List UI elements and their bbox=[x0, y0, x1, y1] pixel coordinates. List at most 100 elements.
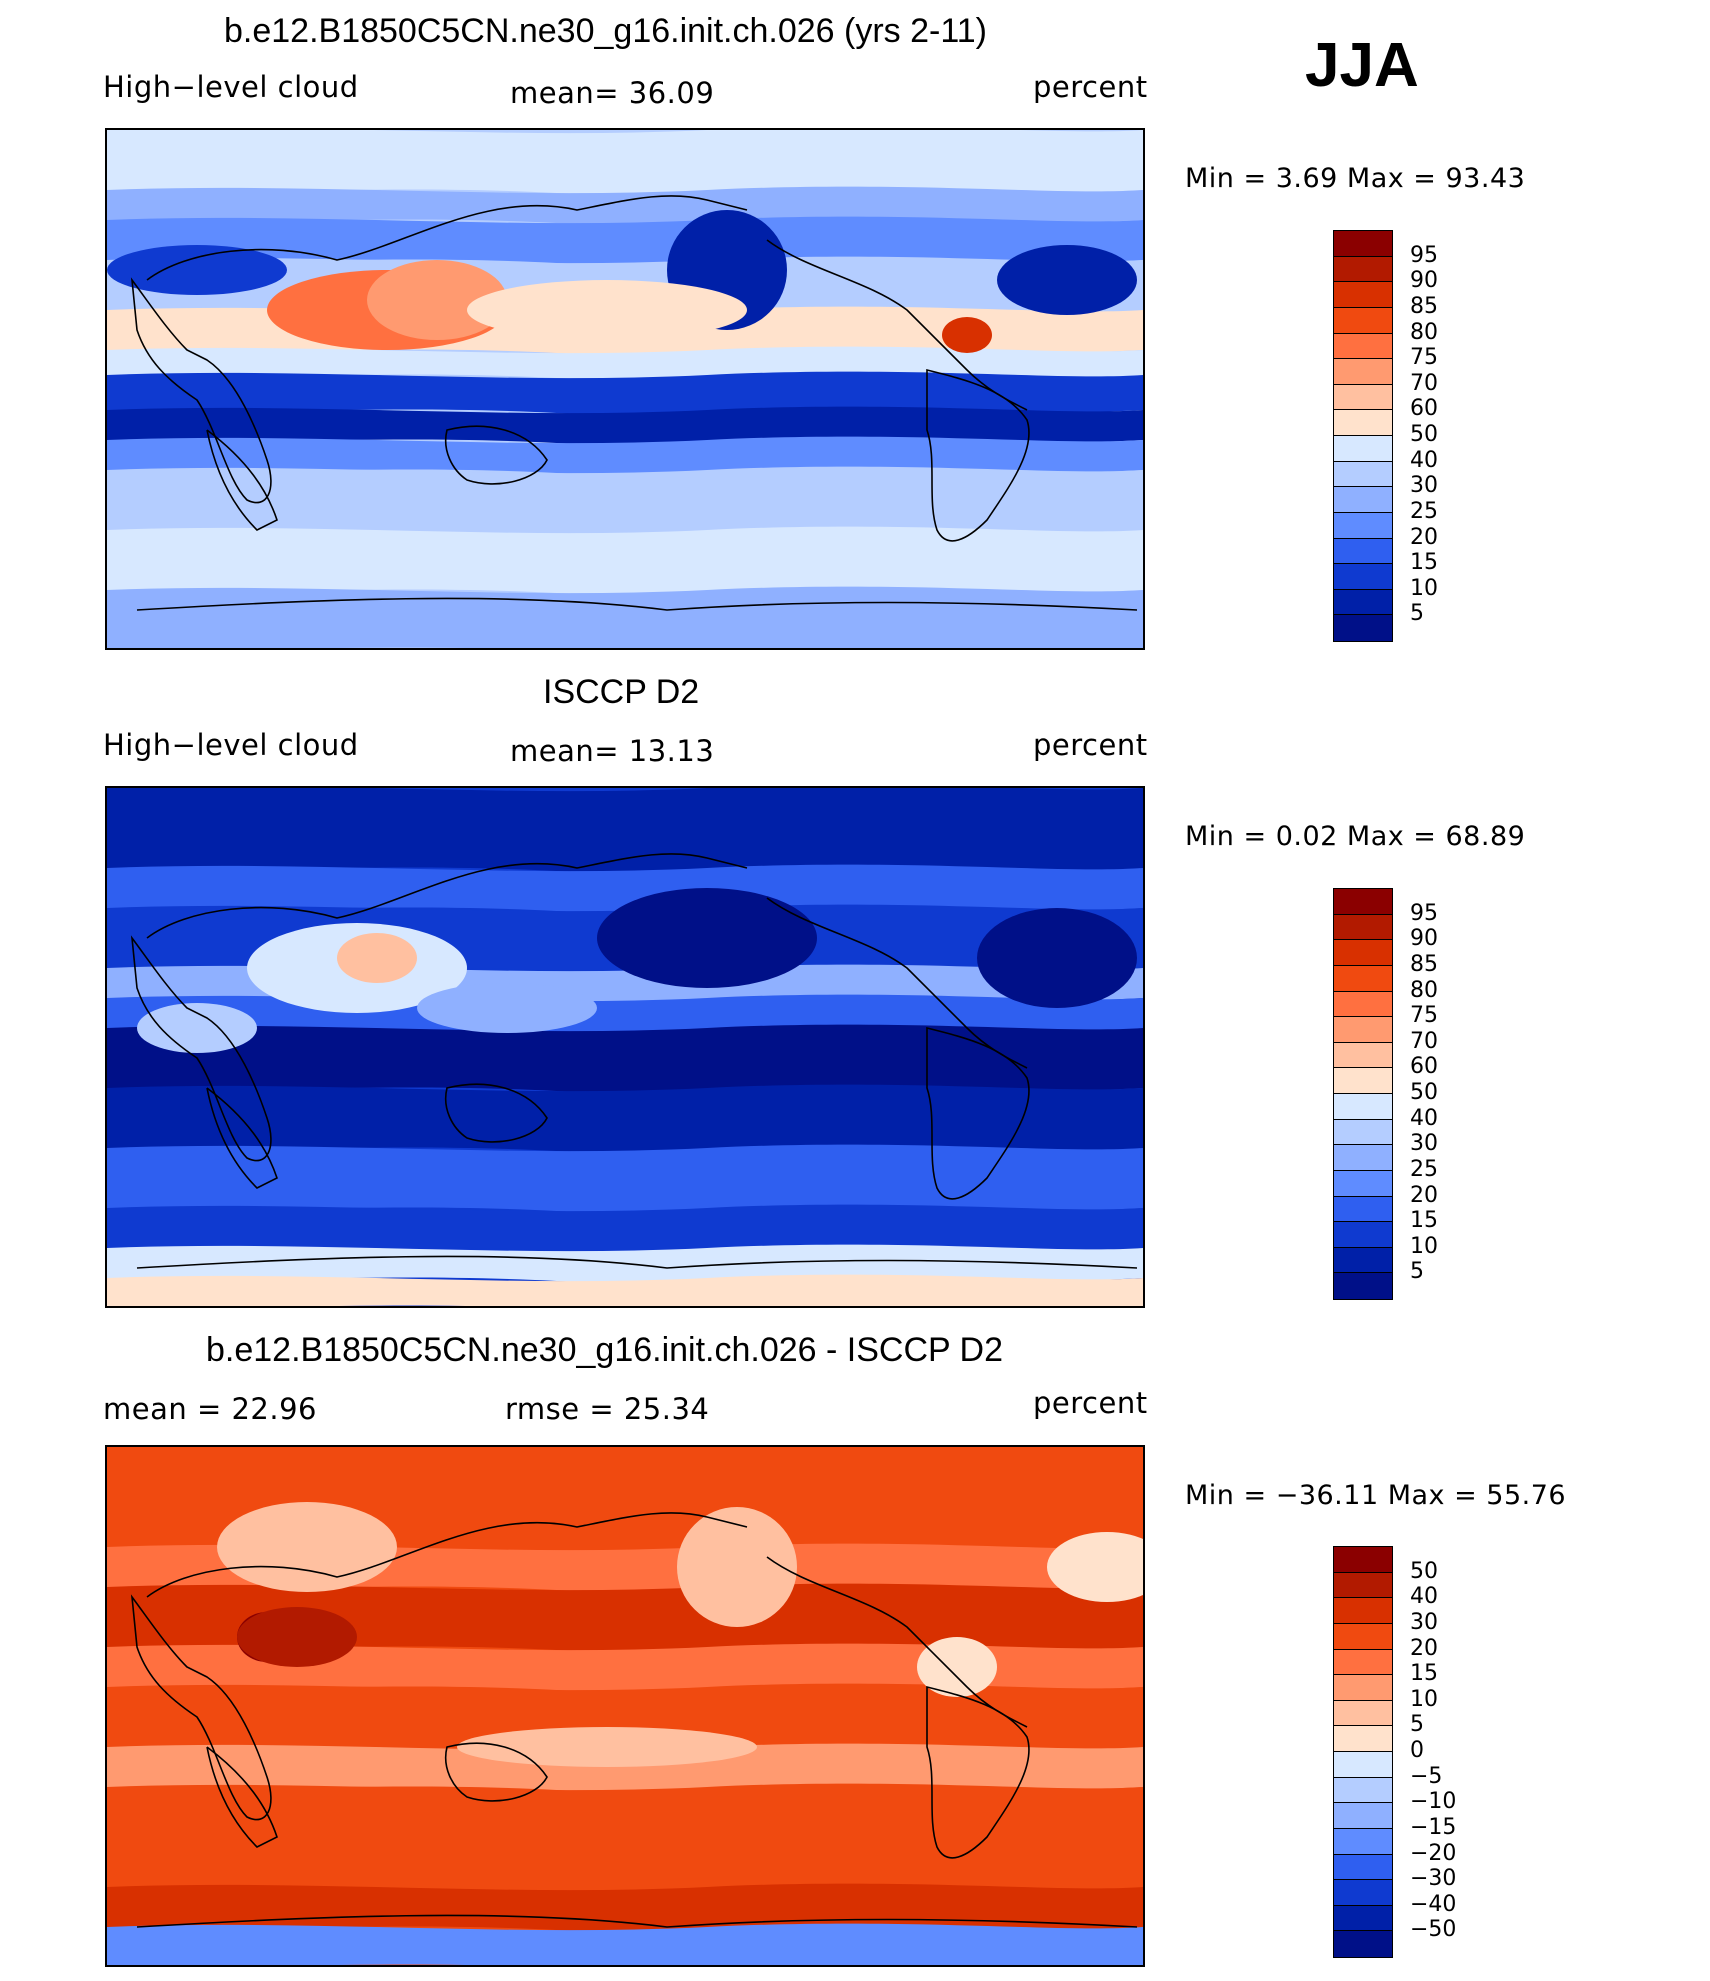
colorbar-swatch bbox=[1334, 1598, 1392, 1624]
field-anomaly bbox=[997, 245, 1137, 315]
field-anomaly bbox=[217, 1502, 397, 1592]
colorbar-swatch bbox=[1334, 991, 1392, 1018]
colorbar-tick-label: 75 bbox=[1410, 345, 1438, 371]
coastline bbox=[130, 935, 272, 1162]
colorbar-swatch bbox=[1334, 1905, 1392, 1932]
field-anomaly bbox=[597, 888, 817, 988]
field-band bbox=[107, 436, 1143, 476]
colorbar-tick-label: 95 bbox=[1410, 242, 1438, 268]
colorbar-swatch bbox=[1334, 1119, 1392, 1146]
colorbar-swatch bbox=[1334, 1068, 1392, 1094]
colorbar-swatch bbox=[1334, 1675, 1392, 1701]
field-band bbox=[107, 1084, 1143, 1154]
units-label: percent bbox=[1033, 70, 1148, 104]
colorbar-swatch bbox=[1334, 1572, 1392, 1599]
colorbar-swatch bbox=[1334, 333, 1392, 360]
colorbar-tick-label: −40 bbox=[1410, 1891, 1457, 1917]
colorbar-tick-label: 25 bbox=[1410, 1156, 1438, 1182]
colorbar-tick-label: 15 bbox=[1410, 1208, 1438, 1234]
colorbar-swatch bbox=[1334, 1726, 1392, 1752]
field-band bbox=[107, 371, 1143, 416]
field-band bbox=[107, 1743, 1143, 1793]
colorbar-swatch bbox=[1334, 1623, 1392, 1650]
coastline bbox=[146, 1512, 748, 1598]
colorbar-tick-label: −20 bbox=[1410, 1840, 1457, 1866]
colorbar-swatch bbox=[1334, 410, 1392, 436]
colorbar-tick-label: 60 bbox=[1410, 396, 1438, 422]
colorbar-tick-label: 15 bbox=[1410, 550, 1438, 576]
colorbar-tick-label: 10 bbox=[1410, 1233, 1438, 1259]
colorbar-swatch bbox=[1334, 436, 1392, 462]
colorbar-tick-label: 80 bbox=[1410, 319, 1438, 345]
field-anomaly bbox=[457, 1727, 757, 1767]
colorbar-swatch bbox=[1334, 359, 1392, 385]
field-anomaly bbox=[942, 317, 992, 353]
mean-label: mean = 22.96 bbox=[103, 1392, 317, 1426]
colorbar-swatch bbox=[1334, 1803, 1392, 1829]
colorbar-tick-label: 20 bbox=[1410, 1635, 1438, 1661]
mean-label: mean= 36.09 bbox=[510, 76, 715, 110]
colorbar-swatch bbox=[1334, 1094, 1392, 1120]
map-obs bbox=[105, 786, 1145, 1308]
colorbar-tick-label: 10 bbox=[1410, 1686, 1438, 1712]
mean-label: mean= 13.13 bbox=[510, 734, 715, 768]
colorbar bbox=[1333, 888, 1393, 1300]
colorbar-tick-label: 30 bbox=[1410, 1609, 1438, 1635]
colorbar-tick-label: 15 bbox=[1410, 1661, 1438, 1687]
field-band bbox=[107, 864, 1143, 914]
field-band bbox=[107, 406, 1143, 446]
coastline bbox=[206, 1746, 278, 1848]
colorbar-tick-label: −50 bbox=[1410, 1917, 1457, 1943]
field-band bbox=[107, 526, 1143, 596]
colorbar-tick-label: 85 bbox=[1410, 293, 1438, 319]
colorbar-swatch bbox=[1334, 461, 1392, 488]
min-max-label: Min = 3.69 Max = 93.43 bbox=[1185, 163, 1526, 194]
field-band bbox=[107, 130, 1143, 196]
field-band bbox=[107, 1923, 1143, 1965]
colorbar-swatch bbox=[1334, 965, 1392, 992]
colorbar-tick-label: −30 bbox=[1410, 1866, 1457, 1892]
colorbar-tick-label: 10 bbox=[1410, 575, 1438, 601]
colorbar-tick-label: −10 bbox=[1410, 1789, 1457, 1815]
colorbar-swatch bbox=[1334, 1196, 1392, 1223]
field-band bbox=[107, 788, 1143, 874]
season-label: JJA bbox=[1305, 31, 1419, 100]
colorbar-swatch bbox=[1334, 282, 1392, 308]
panel-title: b.e12.B1850C5CN.ne30_g16.init.ch.026 (yr… bbox=[224, 12, 987, 50]
coastline bbox=[206, 1087, 278, 1189]
field-band bbox=[107, 586, 1143, 648]
field-anomaly bbox=[137, 1003, 257, 1053]
units-label: percent bbox=[1033, 1386, 1148, 1420]
coastline bbox=[445, 1083, 548, 1143]
min-max-label: Min = 0.02 Max = 68.89 bbox=[1185, 821, 1526, 852]
field-band bbox=[107, 1204, 1143, 1254]
coastline bbox=[206, 429, 278, 531]
field-band bbox=[107, 1144, 1143, 1214]
panel-title: b.e12.B1850C5CN.ne30_g16.init.ch.026 - I… bbox=[206, 1331, 1003, 1369]
coastline bbox=[136, 1914, 1138, 1928]
colorbar-tick-label: 30 bbox=[1410, 1131, 1438, 1157]
colorbar-swatch bbox=[1334, 1700, 1392, 1727]
coastline bbox=[130, 277, 272, 504]
map-diff bbox=[105, 1445, 1145, 1967]
colorbar-swatch bbox=[1334, 256, 1392, 283]
colorbar-tick-label: 0 bbox=[1410, 1738, 1424, 1763]
coastline bbox=[926, 1026, 1030, 1200]
colorbar-tick-label: 85 bbox=[1410, 951, 1438, 977]
colorbar-swatch bbox=[1334, 1170, 1392, 1197]
field-anomaly bbox=[1047, 1532, 1143, 1602]
units-label: percent bbox=[1033, 728, 1148, 762]
colorbar-tick-label: 5 bbox=[1410, 601, 1424, 627]
field-band bbox=[107, 1683, 1143, 1753]
field-band bbox=[107, 1883, 1143, 1933]
colorbar-tick-label: 70 bbox=[1410, 1028, 1438, 1054]
colorbar-swatch bbox=[1334, 512, 1392, 539]
colorbar-tick-label: 90 bbox=[1410, 268, 1438, 294]
field-band bbox=[107, 1274, 1143, 1306]
coastline bbox=[136, 1255, 1138, 1269]
colorbar-swatch bbox=[1334, 1931, 1392, 1957]
colorbar-tick-label: 50 bbox=[1410, 1080, 1438, 1105]
panel-title: ISCCP D2 bbox=[543, 673, 700, 711]
colorbar-swatch bbox=[1334, 231, 1392, 257]
field-anomaly bbox=[917, 1637, 997, 1697]
